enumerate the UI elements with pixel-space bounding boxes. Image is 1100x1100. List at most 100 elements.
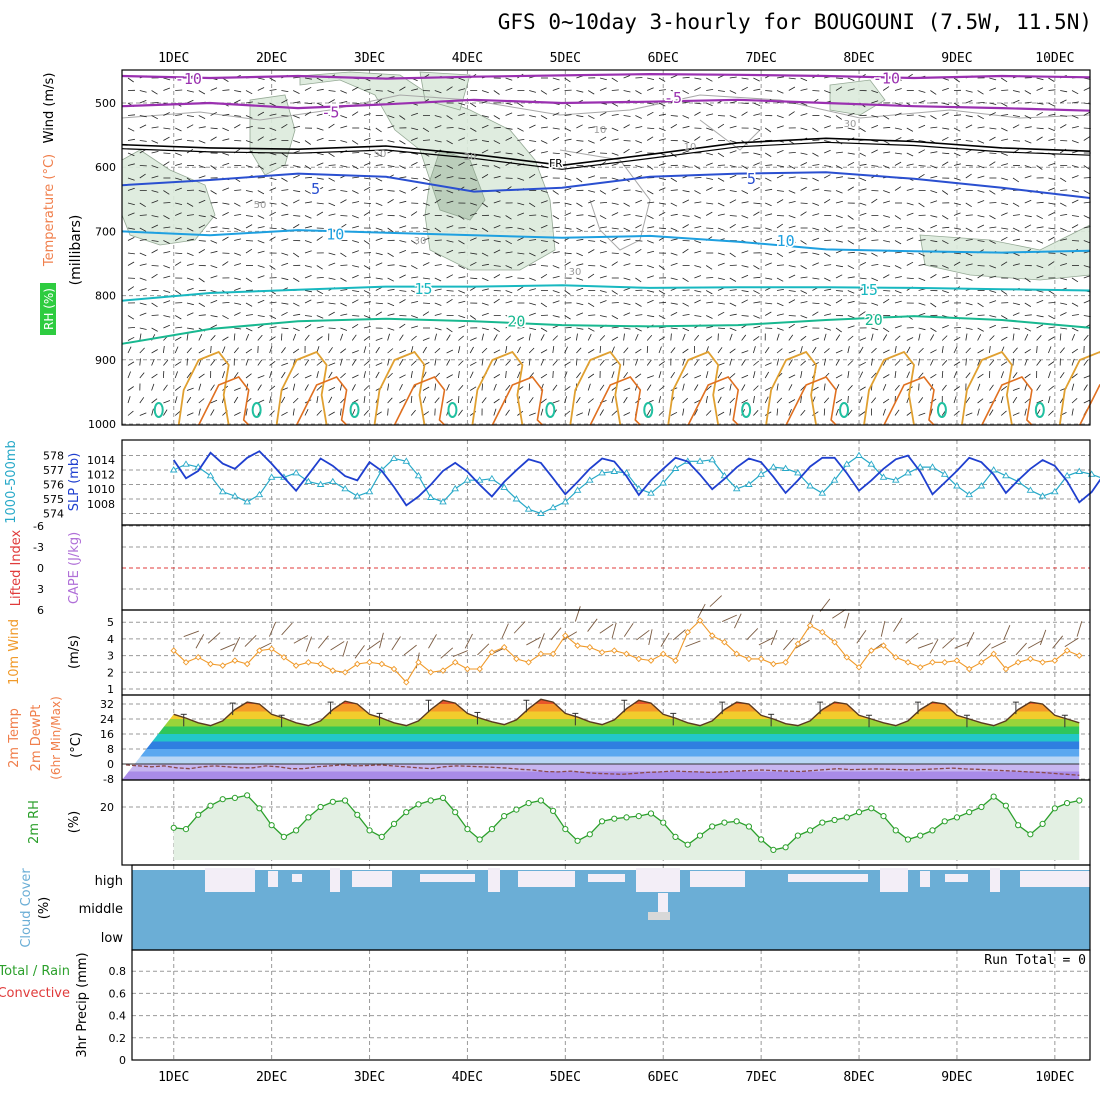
wind-barb bbox=[245, 289, 254, 291]
wind-barb bbox=[210, 250, 218, 254]
wind-barb bbox=[989, 300, 997, 304]
wind-barb bbox=[906, 346, 911, 354]
wind-barb bbox=[493, 90, 500, 95]
wind-barb bbox=[410, 371, 413, 379]
wind-barb bbox=[1083, 399, 1091, 404]
wind-barb bbox=[399, 240, 407, 243]
rh-contour-label: 30 bbox=[569, 267, 582, 278]
wind10m-speed-point bbox=[696, 617, 704, 624]
thickness-point bbox=[855, 451, 863, 458]
wind-barb bbox=[989, 190, 996, 195]
wind-barb bbox=[658, 77, 666, 82]
wind-barb bbox=[517, 152, 524, 157]
y-tick-label: 700 bbox=[95, 225, 116, 238]
wind-barb bbox=[210, 359, 216, 366]
wind-barb bbox=[1071, 190, 1079, 193]
wind-barb bbox=[1071, 383, 1075, 391]
wind-barb bbox=[835, 225, 843, 229]
wind-barb bbox=[139, 327, 147, 330]
wind10m-speed-point bbox=[219, 662, 226, 669]
wind10m-barb bbox=[379, 632, 384, 649]
wind-barb bbox=[422, 188, 430, 191]
wind-barb bbox=[363, 211, 371, 216]
wind-barb bbox=[753, 211, 760, 216]
wind-barb bbox=[446, 240, 454, 243]
y-tick-label: 578 bbox=[43, 450, 64, 463]
wind-barb bbox=[906, 337, 914, 341]
wind10m-speed-point bbox=[635, 655, 643, 663]
wind-barb bbox=[434, 239, 442, 241]
wind-barb bbox=[552, 136, 560, 141]
wind-barb bbox=[1060, 99, 1067, 104]
wind-barb bbox=[859, 252, 867, 255]
wind-barb bbox=[174, 77, 182, 83]
wind-barb bbox=[1012, 263, 1020, 266]
wind-barb bbox=[765, 311, 772, 316]
wind-barb bbox=[706, 102, 713, 107]
wind-barb bbox=[824, 277, 831, 282]
wind-barb bbox=[717, 202, 725, 207]
wind-barb bbox=[670, 124, 678, 129]
wind-barb bbox=[1036, 359, 1042, 366]
wind-barb bbox=[871, 264, 879, 266]
wind-barb bbox=[186, 238, 194, 241]
wind-barb bbox=[245, 302, 253, 307]
wind-barb bbox=[375, 346, 380, 354]
wind-barb bbox=[682, 348, 689, 354]
wind-barb bbox=[304, 215, 312, 219]
y-tick-label: 0.2 bbox=[109, 1032, 127, 1045]
wind-barb bbox=[292, 373, 299, 379]
thickness-point bbox=[806, 482, 814, 489]
panel-axis-label: (m/s) bbox=[67, 635, 82, 669]
wind-barb bbox=[198, 240, 206, 242]
wind-barb bbox=[1024, 302, 1032, 307]
wind-barb bbox=[847, 409, 853, 416]
wind10m-barb bbox=[183, 630, 199, 638]
wind-barb bbox=[729, 358, 733, 366]
wind-barb bbox=[623, 347, 629, 354]
wind-barb bbox=[953, 252, 961, 255]
wind-barb bbox=[552, 335, 558, 341]
wind10m-speed-point bbox=[1027, 655, 1034, 663]
wind-barb bbox=[1048, 113, 1056, 116]
thickness-point bbox=[904, 469, 912, 476]
wind-barb bbox=[1036, 335, 1042, 341]
wind-barb bbox=[316, 177, 324, 180]
wind-barb bbox=[859, 227, 867, 231]
wind-barb bbox=[682, 408, 685, 416]
wind-barb bbox=[611, 152, 619, 156]
wind-barb bbox=[1048, 261, 1055, 266]
wind-barb bbox=[422, 127, 430, 133]
wind-barb bbox=[269, 113, 277, 116]
wind-barb bbox=[859, 396, 863, 404]
wind-barb bbox=[469, 346, 474, 354]
wind-barb bbox=[871, 333, 874, 341]
y-tick-label: 0.4 bbox=[109, 1010, 127, 1023]
wind-barb bbox=[281, 115, 289, 117]
wind-barb bbox=[257, 359, 263, 366]
wind-barb bbox=[481, 165, 490, 167]
wind-barb bbox=[351, 408, 356, 416]
wind-barb bbox=[623, 202, 630, 207]
wind-barb bbox=[1048, 77, 1055, 82]
wind-barb bbox=[245, 190, 253, 193]
y-tick-label: 3 bbox=[107, 650, 114, 663]
wind-barb bbox=[505, 370, 507, 379]
wind-barb bbox=[1024, 358, 1028, 366]
wind-barb bbox=[198, 408, 201, 416]
wind-barb bbox=[529, 412, 536, 416]
wind-barb bbox=[552, 275, 560, 279]
wind-barb bbox=[670, 277, 678, 281]
wind-barb bbox=[647, 275, 654, 279]
wind-barb bbox=[186, 327, 194, 330]
rh2m-point bbox=[256, 805, 263, 812]
wind-barb bbox=[635, 333, 639, 341]
thickness-point bbox=[1038, 492, 1047, 499]
panel-axis-label: 1000-500mb bbox=[4, 440, 19, 524]
wind-barb bbox=[151, 302, 158, 308]
wind-barb bbox=[847, 77, 855, 81]
wind-barb bbox=[647, 226, 655, 229]
wind-barb bbox=[883, 190, 890, 194]
wind-barb bbox=[788, 250, 796, 254]
wind-barb bbox=[753, 127, 761, 131]
